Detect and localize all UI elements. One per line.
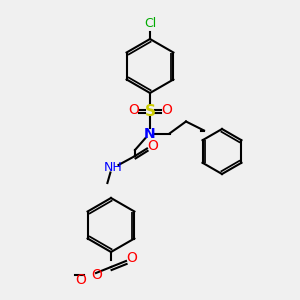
Text: O: O — [127, 251, 137, 265]
Text: O: O — [92, 268, 102, 282]
Text: NH: NH — [104, 161, 123, 174]
Text: N: N — [144, 127, 156, 140]
Text: Cl: Cl — [144, 17, 156, 30]
Text: O: O — [128, 103, 139, 116]
Text: O: O — [161, 103, 172, 116]
Text: S: S — [145, 103, 155, 118]
Text: O: O — [76, 273, 86, 286]
Text: O: O — [148, 139, 158, 152]
